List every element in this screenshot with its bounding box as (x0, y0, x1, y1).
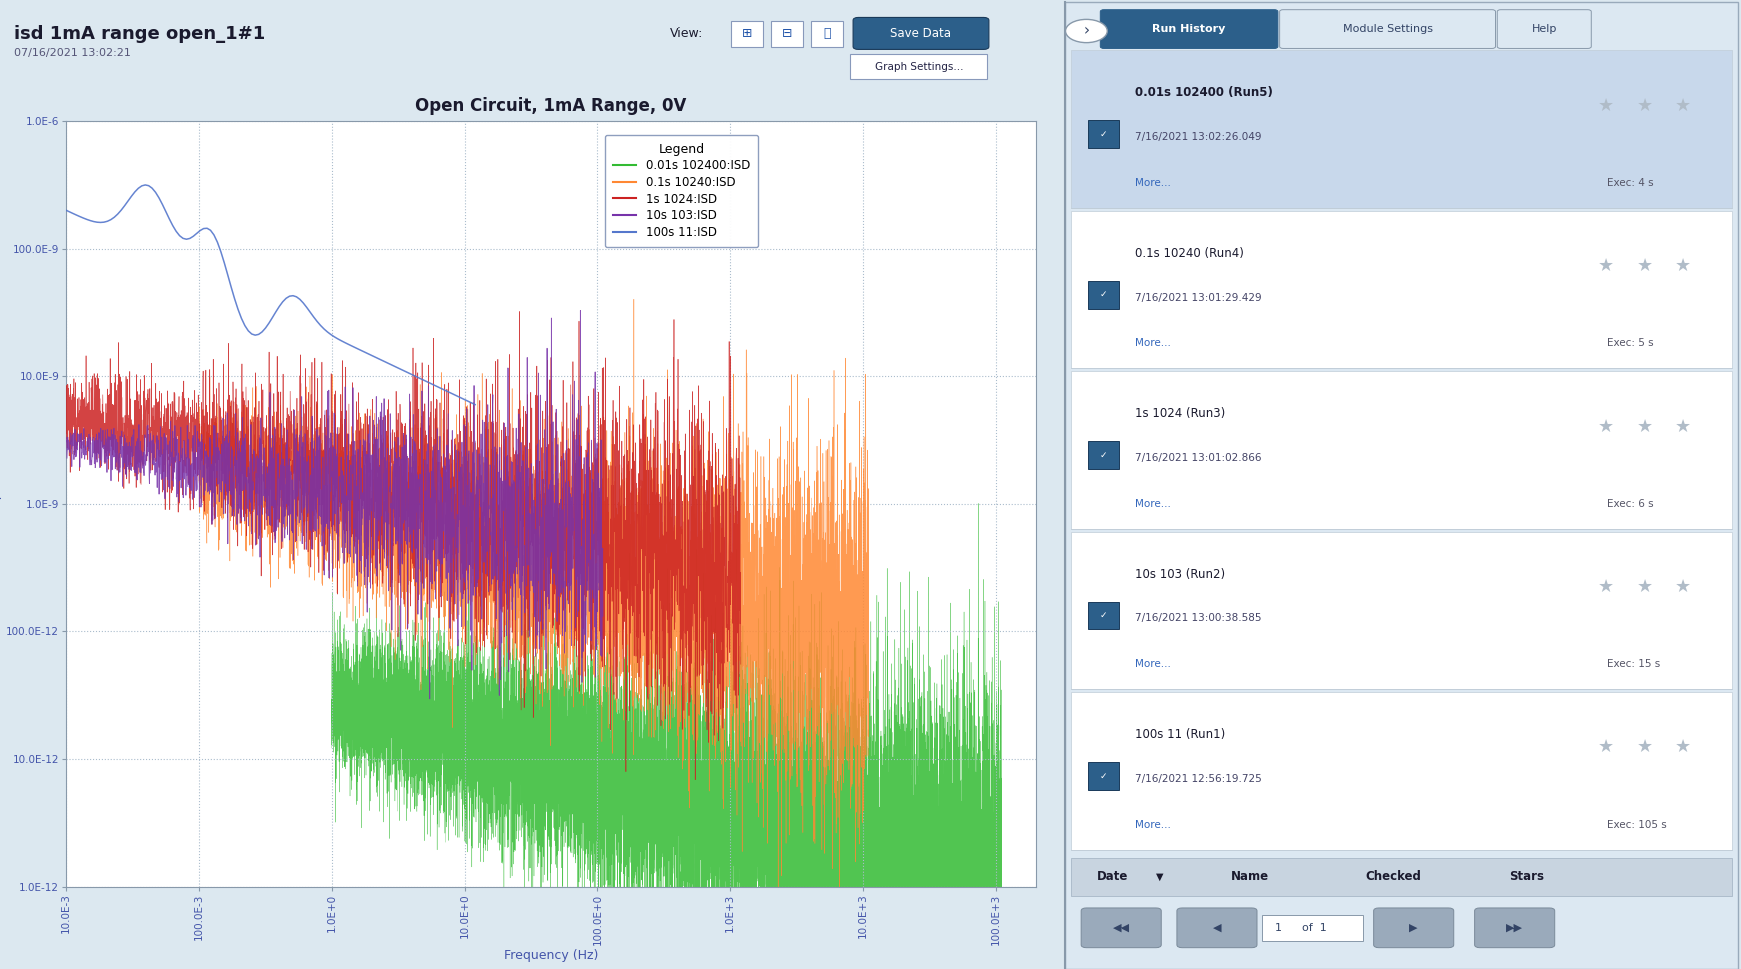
Text: of  1: of 1 (1302, 922, 1327, 933)
Text: 7/16/2021 13:01:02.866: 7/16/2021 13:01:02.866 (1135, 453, 1262, 463)
Text: ⊟: ⊟ (782, 27, 792, 41)
Text: ⤡: ⤡ (823, 27, 830, 41)
Text: Name: Name (1231, 870, 1269, 884)
Text: ★: ★ (1637, 97, 1652, 114)
Text: ★: ★ (1598, 738, 1614, 757)
Text: ★: ★ (1598, 257, 1614, 275)
Text: ✓: ✓ (1100, 611, 1107, 620)
Text: More...: More... (1135, 499, 1172, 509)
Text: 1s 1024 (Run3): 1s 1024 (Run3) (1135, 407, 1226, 421)
Text: Exec: 105 s: Exec: 105 s (1607, 820, 1666, 829)
Text: 7/16/2021 12:56:19.725: 7/16/2021 12:56:19.725 (1135, 774, 1262, 784)
Text: 7/16/2021 13:01:29.429: 7/16/2021 13:01:29.429 (1135, 293, 1262, 302)
Text: More...: More... (1135, 820, 1172, 829)
Text: ★: ★ (1675, 418, 1691, 435)
Y-axis label: ISD (A/(sqrt(Hz))): ISD (A/(sqrt(Hz))) (0, 450, 2, 558)
Title: Open Circuit, 1mA Range, 0V: Open Circuit, 1mA Range, 0V (416, 98, 686, 115)
Text: isd 1mA range open_1#1: isd 1mA range open_1#1 (14, 25, 265, 43)
Text: Run History: Run History (1153, 24, 1226, 34)
Text: ★: ★ (1637, 418, 1652, 435)
Text: ◀◀: ◀◀ (1112, 922, 1130, 933)
Text: Exec: 15 s: Exec: 15 s (1607, 659, 1661, 670)
Text: ★: ★ (1675, 97, 1691, 114)
Text: Help: Help (1532, 24, 1556, 34)
Text: ★: ★ (1675, 257, 1691, 275)
Text: More...: More... (1135, 659, 1172, 670)
Text: Checked: Checked (1365, 870, 1421, 884)
Text: ★: ★ (1598, 578, 1614, 596)
Text: ◀: ◀ (1213, 922, 1220, 933)
Text: Exec: 5 s: Exec: 5 s (1607, 338, 1654, 348)
Text: Stars: Stars (1509, 870, 1544, 884)
Text: ★: ★ (1637, 257, 1652, 275)
Text: ✓: ✓ (1100, 451, 1107, 459)
Text: Date: Date (1097, 870, 1128, 884)
Text: ★: ★ (1637, 578, 1652, 596)
Text: 1: 1 (1274, 922, 1281, 933)
Text: More...: More... (1135, 177, 1172, 188)
Text: 100s 11 (Run1): 100s 11 (Run1) (1135, 729, 1226, 741)
Text: ✓: ✓ (1100, 771, 1107, 780)
Text: ★: ★ (1598, 418, 1614, 435)
Legend: 0.01s 102400:ISD, 0.1s 10240:ISD, 1s 1024:ISD, 10s 103:ISD, 100s 11:ISD: 0.01s 102400:ISD, 0.1s 10240:ISD, 1s 102… (604, 135, 759, 247)
X-axis label: Frequency (Hz): Frequency (Hz) (503, 949, 599, 962)
Text: ✓: ✓ (1100, 290, 1107, 299)
Text: 7/16/2021 13:00:38.585: 7/16/2021 13:00:38.585 (1135, 613, 1262, 623)
Text: More...: More... (1135, 338, 1172, 348)
Text: ▶: ▶ (1410, 922, 1417, 933)
Text: 0.1s 10240 (Run4): 0.1s 10240 (Run4) (1135, 247, 1245, 260)
Text: ★: ★ (1598, 97, 1614, 114)
Text: ›: › (1083, 23, 1090, 39)
Text: 0.01s 102400 (Run5): 0.01s 102400 (Run5) (1135, 86, 1273, 100)
Text: Save Data: Save Data (890, 27, 952, 40)
Text: ★: ★ (1675, 738, 1691, 757)
Text: ▶▶: ▶▶ (1506, 922, 1523, 933)
Text: 10s 103 (Run2): 10s 103 (Run2) (1135, 568, 1226, 580)
Text: Exec: 4 s: Exec: 4 s (1607, 177, 1654, 188)
Text: Module Settings: Module Settings (1342, 24, 1433, 34)
Text: ★: ★ (1675, 578, 1691, 596)
Text: Graph Settings...: Graph Settings... (876, 62, 963, 72)
Text: ⊞: ⊞ (742, 27, 752, 41)
Text: Exec: 6 s: Exec: 6 s (1607, 499, 1654, 509)
Text: ▼: ▼ (1156, 872, 1163, 882)
Text: View:: View: (670, 27, 703, 41)
Text: ★: ★ (1637, 738, 1652, 757)
Text: ✓: ✓ (1100, 130, 1107, 139)
Text: 7/16/2021 13:02:26.049: 7/16/2021 13:02:26.049 (1135, 132, 1262, 142)
Text: 07/16/2021 13:02:21: 07/16/2021 13:02:21 (14, 48, 131, 58)
